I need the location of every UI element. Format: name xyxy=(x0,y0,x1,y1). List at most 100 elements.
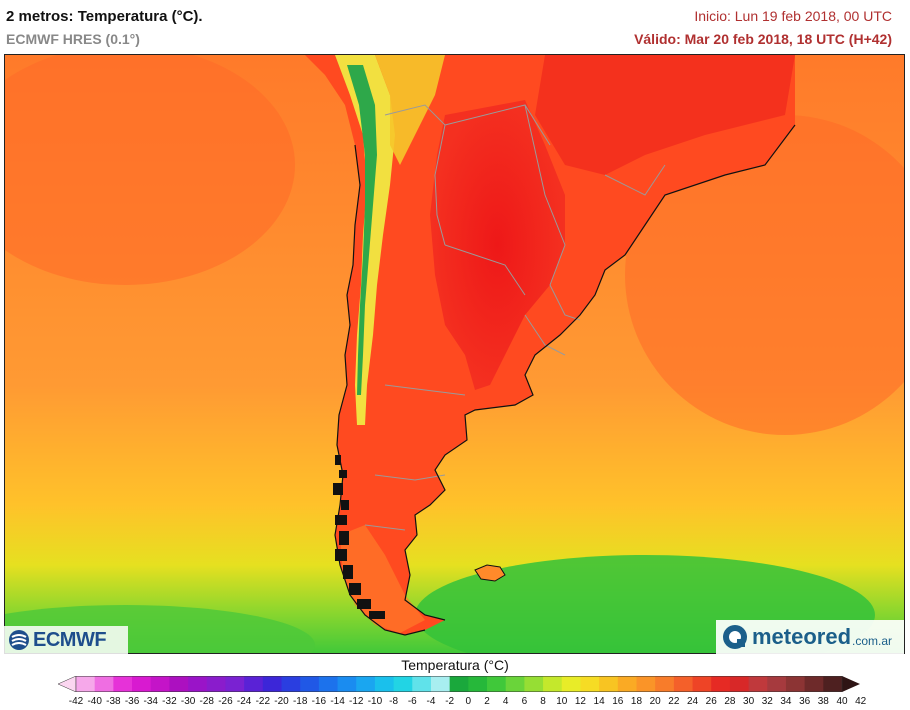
south-america-land xyxy=(305,55,795,635)
colorbar-tick-label: 40 xyxy=(836,696,848,707)
temperature-colorbar xyxy=(58,676,860,692)
colorbar-tick-label: -22 xyxy=(255,696,271,707)
meteored-logo-text: meteored xyxy=(752,624,852,649)
map-canvas xyxy=(5,55,904,653)
temperature-map[interactable] xyxy=(4,54,905,654)
colorbar-tick-label: 34 xyxy=(780,696,792,707)
colorbar-segment xyxy=(468,676,488,692)
colorbar-tick-label: -42 xyxy=(68,696,84,707)
colorbar-tick-label: 32 xyxy=(761,696,773,707)
colorbar-tick-label: 38 xyxy=(817,696,829,707)
falkland-islands xyxy=(474,564,506,582)
colorbar-tick-label: 12 xyxy=(574,696,586,707)
colorbar-segment xyxy=(412,676,432,692)
colorbar-tick-label: -18 xyxy=(292,696,308,707)
coastline-east xyxy=(404,124,796,621)
colorbar-segment xyxy=(711,676,731,692)
ecmwf-logo: ECMWF xyxy=(4,626,128,654)
colorbar-segment xyxy=(617,676,637,692)
colorbar-tick-label: -6 xyxy=(407,696,417,707)
colorbar-tick-label: -26 xyxy=(218,696,233,707)
colorbar-segment xyxy=(767,676,787,692)
colorbar-tick-label: 22 xyxy=(668,696,680,707)
coastline xyxy=(334,144,426,636)
colorbar-tick-label: -20 xyxy=(274,696,289,707)
colorbar-tick-label: 20 xyxy=(649,696,661,707)
colorbar-tick-label: 16 xyxy=(612,696,624,707)
colorbar-segment xyxy=(225,676,245,692)
colorbar-tick-label: -14 xyxy=(330,696,345,707)
andes-yellow-north xyxy=(375,55,445,165)
meteored-logo-tld: .com.ar xyxy=(852,634,893,648)
colorbar-segment xyxy=(281,676,301,692)
ocean-warm-pacific xyxy=(5,55,295,285)
ecmwf-logo-text: ECMWF xyxy=(33,628,107,651)
colorbar-segment xyxy=(785,676,806,692)
init-time: Inicio: Lun 19 feb 2018, 00 UTC xyxy=(694,8,892,24)
colorbar-segment xyxy=(76,676,96,692)
colorbar-segment xyxy=(318,676,339,692)
colorbar-tick-label: 26 xyxy=(705,696,717,707)
colorbar-tick-label: 10 xyxy=(556,696,568,707)
colorbar-segment xyxy=(524,676,544,692)
colorbar-segment xyxy=(150,676,170,692)
colorbar-tick-label: -30 xyxy=(180,696,196,707)
valid-time: Válido: Mar 20 feb 2018, 18 UTC (H+42) xyxy=(634,31,892,47)
colorbar-segment xyxy=(655,676,675,692)
colorbar-segment xyxy=(356,676,376,692)
colorbar-segment xyxy=(561,676,581,692)
colorbar-segment xyxy=(113,676,133,692)
colorbar-tick-label: -8 xyxy=(389,696,399,707)
map-title: 2 metros: Temperatura (°C). xyxy=(6,8,203,25)
ecmwf-icon xyxy=(9,630,29,650)
colorbar-segment xyxy=(543,676,563,692)
colorbar-segment xyxy=(636,676,656,692)
colorbar-max-arrow xyxy=(842,676,860,692)
colorbar-segment xyxy=(505,676,525,692)
colorbar-tick-label: -34 xyxy=(143,696,158,707)
colorbar-segment xyxy=(487,676,507,692)
colorbar-tick-label: 42 xyxy=(855,696,867,707)
colorbar-tick-label: 30 xyxy=(743,696,755,707)
colorbar-tick-label: 8 xyxy=(540,696,546,707)
meteored-logo[interactable]: meteored .com.ar xyxy=(716,620,904,654)
ocean-warm-atlantic xyxy=(625,115,904,435)
colorbar-segment xyxy=(430,676,451,692)
colorbar-tick-label: 24 xyxy=(686,696,699,707)
header: 2 metros: Temperatura (°C). ECMWF HRES (… xyxy=(0,0,910,54)
colorbar-tick-label: 4 xyxy=(502,696,509,707)
colorbar-segment xyxy=(393,676,413,692)
colorbar-tick-label: 28 xyxy=(724,696,736,707)
colorbar-tick-label: -16 xyxy=(311,696,327,707)
colorbar-tick-label: 36 xyxy=(799,696,811,707)
colorbar-tick-label: -38 xyxy=(106,696,121,707)
colorbar-segment xyxy=(169,676,189,692)
colorbar-tick-label: -10 xyxy=(367,696,383,707)
colorbar-segment xyxy=(823,676,843,692)
colorbar-segment xyxy=(206,676,226,692)
colorbar-segment xyxy=(337,676,357,692)
colorbar-segment xyxy=(262,676,283,692)
hot-region-south-brazil xyxy=(535,55,795,175)
colorbar-tick-label: 0 xyxy=(465,696,472,707)
colorbar-min-arrow xyxy=(58,676,77,692)
colorbar-tick-label: -12 xyxy=(349,696,364,707)
colorbar-border xyxy=(75,676,843,692)
colorbar-segment xyxy=(599,676,619,692)
colorbar-segment xyxy=(132,676,152,692)
legend-title: Temperatura (°C) xyxy=(401,657,509,673)
colorbar-segment xyxy=(244,676,264,692)
colorbar-segment xyxy=(580,676,600,692)
colorbar-segment xyxy=(188,676,208,692)
colorbar-segment xyxy=(692,676,712,692)
colorbar-tick-label: -36 xyxy=(124,696,140,707)
model-name: ECMWF HRES (0.1°) xyxy=(6,31,140,47)
colorbar-tick-label: 14 xyxy=(593,696,605,707)
andes-green-strip xyxy=(347,65,377,395)
colorbar-segment xyxy=(748,676,768,692)
hot-core-region xyxy=(430,100,565,390)
country-borders xyxy=(364,104,666,531)
colorbar-tick-label: -28 xyxy=(199,696,214,707)
colorbar-segment xyxy=(374,676,395,692)
colorbar-segment xyxy=(300,676,320,692)
